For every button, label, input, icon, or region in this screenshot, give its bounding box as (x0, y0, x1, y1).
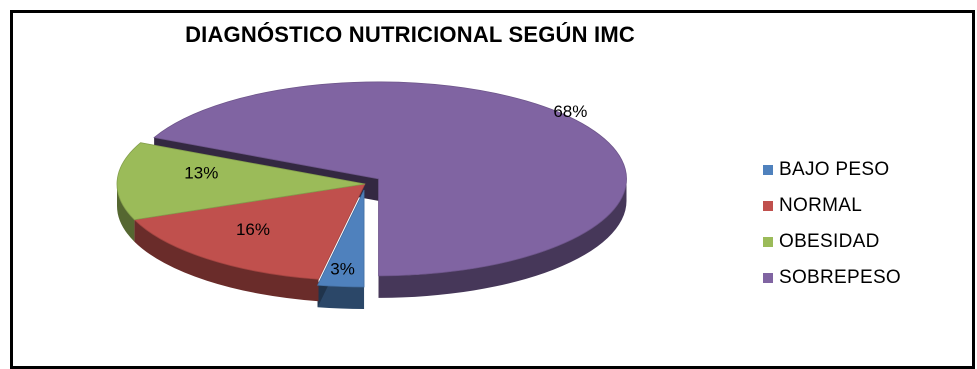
pie-slices (116, 81, 627, 288)
legend-item-normal: NORMAL (763, 188, 901, 224)
legend-label-bajo-peso: BAJO PESO (779, 159, 890, 180)
pie-slice-sobrepeso (153, 81, 627, 277)
legend-swatch-sobrepeso (763, 273, 773, 283)
pie-side-sobrepeso (378, 178, 627, 298)
legend-item-obesidad: OBESIDAD (763, 224, 901, 260)
pie-slice-obesidad (116, 142, 366, 221)
legend-label-obesidad: OBESIDAD (779, 231, 880, 252)
data-label-sobrepeso: 68% (553, 102, 587, 121)
pie-data-labels: 3% 16% 13% 68% (184, 102, 587, 278)
legend-swatch-normal (763, 201, 773, 211)
legend-swatch-obesidad (763, 237, 773, 247)
data-label-normal: 16% (236, 220, 270, 239)
chart-title: DIAGNÓSTICO NUTRICIONAL SEGÚN IMC (185, 22, 635, 47)
data-label-bajo-peso: 3% (330, 259, 355, 278)
legend-swatch-bajo-peso (763, 165, 773, 175)
data-label-obesidad: 13% (184, 164, 218, 183)
pie-slice-bajo-peso (316, 189, 365, 288)
legend-label-normal: NORMAL (779, 195, 863, 216)
pie-side-obesidad (117, 184, 135, 242)
pie-side-bajo-peso (317, 285, 365, 309)
legend-item-bajo-peso: BAJO PESO (763, 152, 901, 188)
pie-slice-normal (133, 183, 366, 280)
legend-item-sobrepeso: SOBREPESO (763, 260, 901, 296)
legend-label-sobrepeso: SOBREPESO (779, 267, 902, 288)
legend: BAJO PESO NORMAL OBESIDAD SOBREPESO (763, 152, 901, 296)
pie-side-normal (134, 219, 319, 302)
